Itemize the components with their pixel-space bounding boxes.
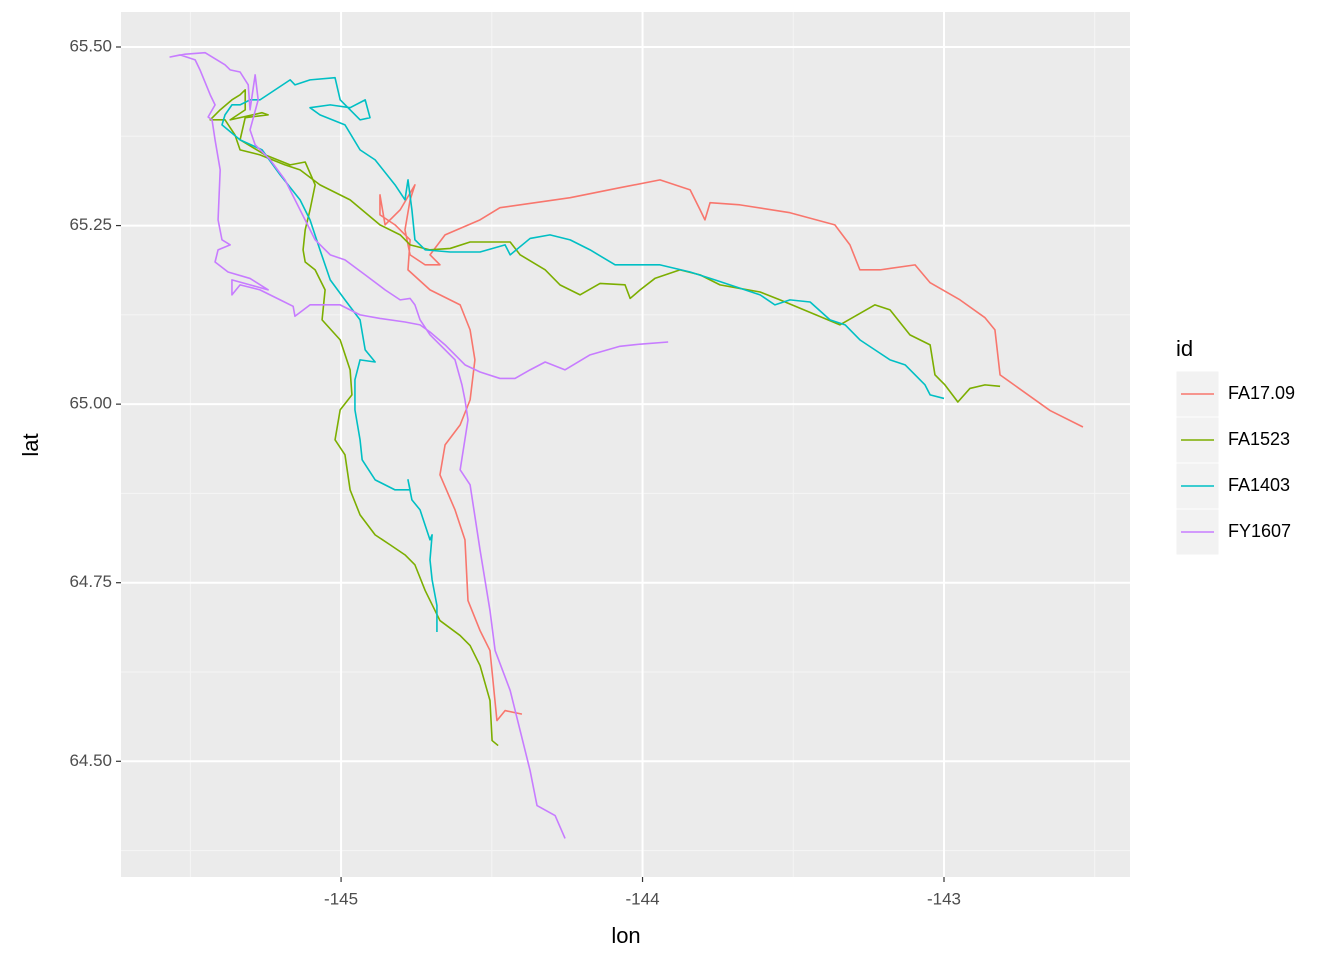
legend-label: FA1523 — [1228, 429, 1290, 449]
lines — [169, 51, 1084, 839]
legend-label: FY1607 — [1228, 521, 1291, 541]
plot-panel — [121, 12, 1130, 877]
y-tick-label: 65.00 — [69, 394, 112, 413]
series-line — [209, 89, 1001, 747]
series-line — [169, 51, 669, 839]
legend-title: id — [1176, 336, 1193, 361]
y-tick-label: 65.50 — [69, 36, 112, 55]
legend-label: FA17.09 — [1228, 383, 1295, 403]
grid — [121, 12, 1130, 877]
y-axis-title: lat — [18, 433, 43, 456]
y-tick-label: 65.25 — [69, 215, 112, 234]
series-line — [221, 76, 945, 632]
y-tick-label: 64.50 — [69, 751, 112, 770]
x-tick-label: -143 — [927, 889, 961, 908]
series-line — [379, 179, 1084, 722]
legend: FA17.09 FA1523 FA1403 FY1607 — [1175, 370, 1295, 556]
y-tick-label: 64.75 — [69, 572, 112, 591]
x-tick-label: -144 — [626, 889, 660, 908]
axis-ticks: -145 -144 -143 64.50 64.75 65.00 65.25 65.50 — [69, 36, 961, 908]
x-tick-label: -145 — [324, 889, 358, 908]
x-axis-title: lon — [611, 923, 640, 948]
legend-label: FA1403 — [1228, 475, 1290, 495]
